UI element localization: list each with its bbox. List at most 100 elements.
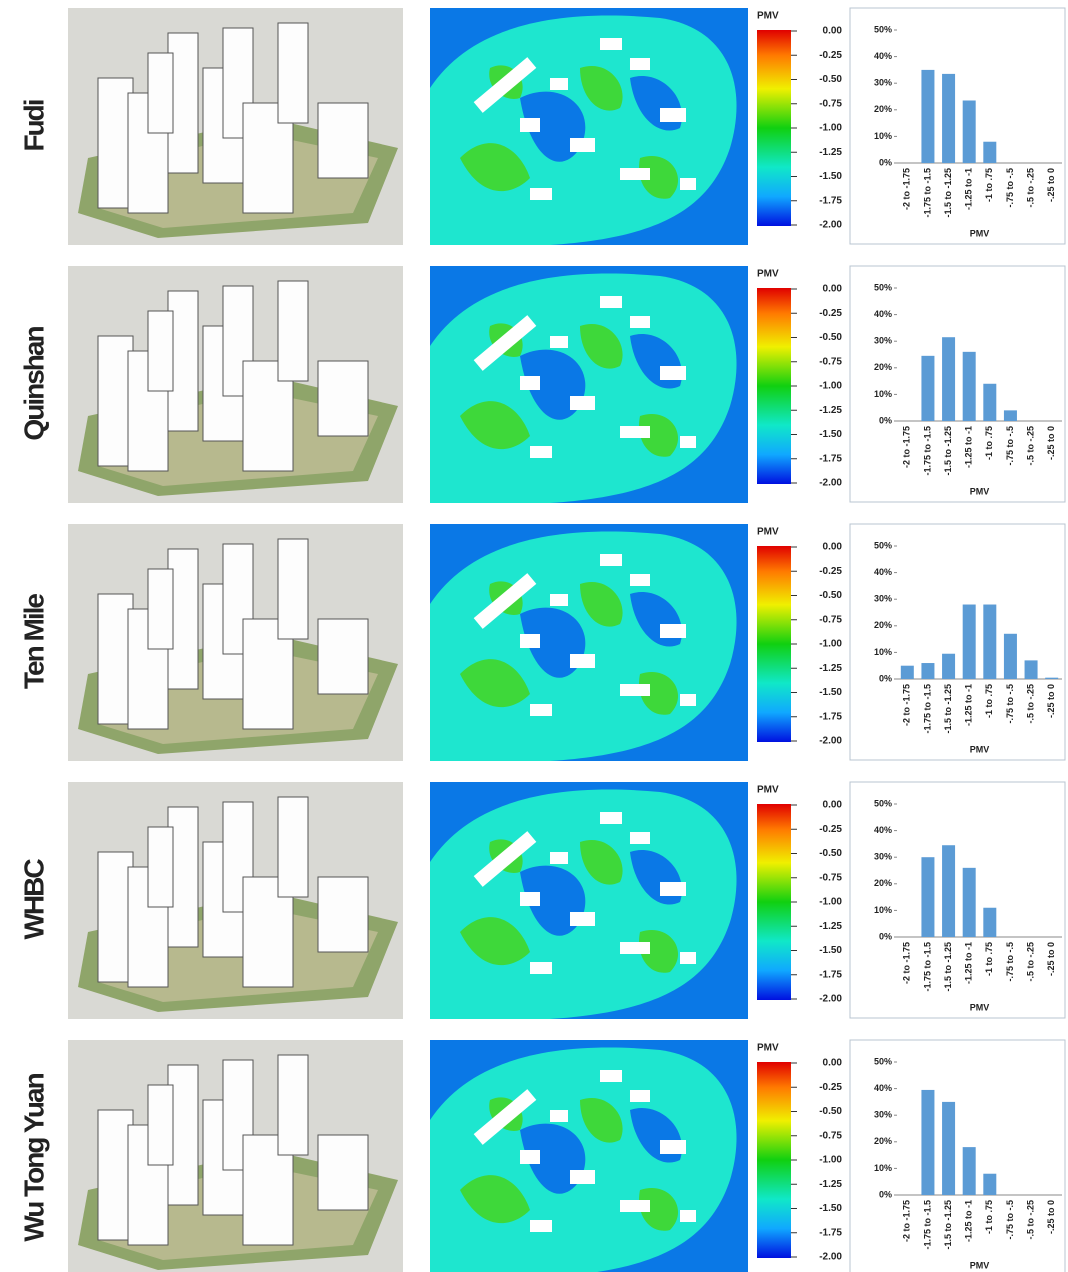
- y-tick-label: 50%: [874, 282, 892, 292]
- x-tick-label: -.25 to 0: [1046, 942, 1056, 976]
- site-label: WHBC: [18, 859, 49, 940]
- y-tick-label: 40%: [874, 1083, 892, 1093]
- y-tick-label: 50%: [874, 540, 892, 550]
- x-tick-label: -.25 to 0: [1046, 168, 1056, 202]
- x-tick-label: -2 to -1.75: [902, 1200, 912, 1242]
- bar: [983, 604, 997, 679]
- x-tick-label: -.25 to 0: [1046, 1200, 1056, 1234]
- x-tick-label: -1.25 to -1: [964, 1200, 974, 1242]
- x-tick-label: -1.25 to -1: [964, 426, 974, 468]
- bar: [983, 141, 997, 163]
- y-tick-label: 30%: [874, 1110, 892, 1120]
- legend-title: PMV: [757, 1043, 779, 1054]
- y-tick-label: 50%: [874, 24, 892, 34]
- pmv-map: [430, 266, 748, 503]
- y-tick-label: 10%: [874, 905, 892, 915]
- y-tick-label: 20%: [874, 104, 892, 114]
- x-tick-label: -.75 to -.5: [1005, 942, 1015, 982]
- legend-label: -0.75: [819, 872, 842, 883]
- y-tick-label: 20%: [874, 620, 892, 630]
- bar: [962, 100, 976, 163]
- x-tick-label: -.75 to -.5: [1005, 168, 1015, 208]
- x-tick-label: -2 to -1.75: [902, 942, 912, 984]
- legend-title: PMV: [757, 269, 779, 280]
- bar: [942, 653, 956, 679]
- bar: [962, 604, 976, 679]
- x-tick-label: -1.25 to -1: [964, 942, 974, 984]
- y-tick-label: 10%: [874, 389, 892, 399]
- x-axis-title: PMV: [970, 744, 990, 754]
- bar: [921, 663, 935, 679]
- y-tick-label: 30%: [874, 78, 892, 88]
- legend-label: -1.25: [819, 921, 842, 932]
- y-tick-label: 10%: [874, 647, 892, 657]
- x-tick-label: -1.25 to -1: [964, 168, 974, 210]
- legend-label: -2.00: [819, 994, 842, 1005]
- legend-label: 0.00: [823, 800, 843, 811]
- bar: [983, 1173, 997, 1195]
- legend-label: -0.50: [819, 848, 842, 859]
- y-tick-label: 20%: [874, 1136, 892, 1146]
- x-tick-label: -.25 to 0: [1046, 426, 1056, 460]
- legend-label: -0.75: [819, 1130, 842, 1141]
- chart-frame: [849, 7, 1066, 245]
- y-tick-label: 0%: [879, 415, 892, 425]
- y-tick-label: 0%: [879, 931, 892, 941]
- bar: [942, 1101, 956, 1195]
- bar: [921, 355, 935, 421]
- legend-label: -0.25: [819, 566, 842, 577]
- legend-label: -1.50: [819, 687, 842, 698]
- site-label: Wu Tong Yuan: [18, 1073, 49, 1241]
- pmv-map: [430, 8, 748, 245]
- y-tick-label: 30%: [874, 336, 892, 346]
- x-tick-label: -1.75 to -1.5: [922, 942, 932, 992]
- y-tick-label: 30%: [874, 594, 892, 604]
- y-tick-label: 40%: [874, 309, 892, 319]
- x-tick-label: -.5 to -.25: [1025, 942, 1035, 982]
- legend-label: -1.00: [819, 639, 842, 650]
- y-tick-label: 50%: [874, 1056, 892, 1066]
- legend-label: -0.50: [819, 590, 842, 601]
- bar: [942, 337, 956, 421]
- legend-label: 0.00: [823, 1058, 843, 1069]
- legend-label: 0.00: [823, 26, 843, 37]
- colorbar: [757, 1062, 791, 1258]
- legend-label: -0.25: [819, 50, 842, 61]
- legend-label: -1.50: [819, 171, 842, 182]
- colorbar: [757, 30, 791, 226]
- colorbar: [757, 288, 791, 484]
- bar: [962, 867, 976, 937]
- x-axis-title: PMV: [970, 486, 990, 496]
- x-axis-title: PMV: [970, 228, 990, 238]
- legend-label: -1.25: [819, 663, 842, 674]
- x-tick-label: -.5 to -.25: [1025, 426, 1035, 466]
- x-tick-label: -1 to .75: [984, 426, 994, 460]
- y-tick-label: 40%: [874, 567, 892, 577]
- legend-label: -2.00: [819, 220, 842, 231]
- y-tick-label: 50%: [874, 798, 892, 808]
- chart-frame: [849, 523, 1066, 761]
- legend-label: -1.25: [819, 1179, 842, 1190]
- x-tick-label: -1 to .75: [984, 168, 994, 202]
- legend-label: -1.00: [819, 123, 842, 134]
- model-image: [68, 266, 403, 503]
- y-tick-label: 10%: [874, 131, 892, 141]
- x-tick-label: -1.5 to -1.25: [943, 168, 953, 218]
- legend-label: -1.00: [819, 897, 842, 908]
- model-image: [68, 8, 403, 245]
- chart-frame: [849, 265, 1066, 503]
- legend-label: -1.50: [819, 945, 842, 956]
- x-tick-label: -1.5 to -1.25: [943, 1200, 953, 1250]
- legend-label: -1.00: [819, 381, 842, 392]
- legend-label: -1.75: [819, 453, 842, 464]
- legend-title: PMV: [757, 11, 779, 22]
- legend-label: -1.75: [819, 711, 842, 722]
- pmv-map: [430, 524, 748, 761]
- x-tick-label: -1.75 to -1.5: [922, 684, 932, 734]
- colorbar: [757, 804, 791, 1000]
- bar: [1003, 410, 1017, 421]
- bar: [900, 665, 914, 679]
- y-tick-label: 0%: [879, 1189, 892, 1199]
- bar: [921, 69, 935, 163]
